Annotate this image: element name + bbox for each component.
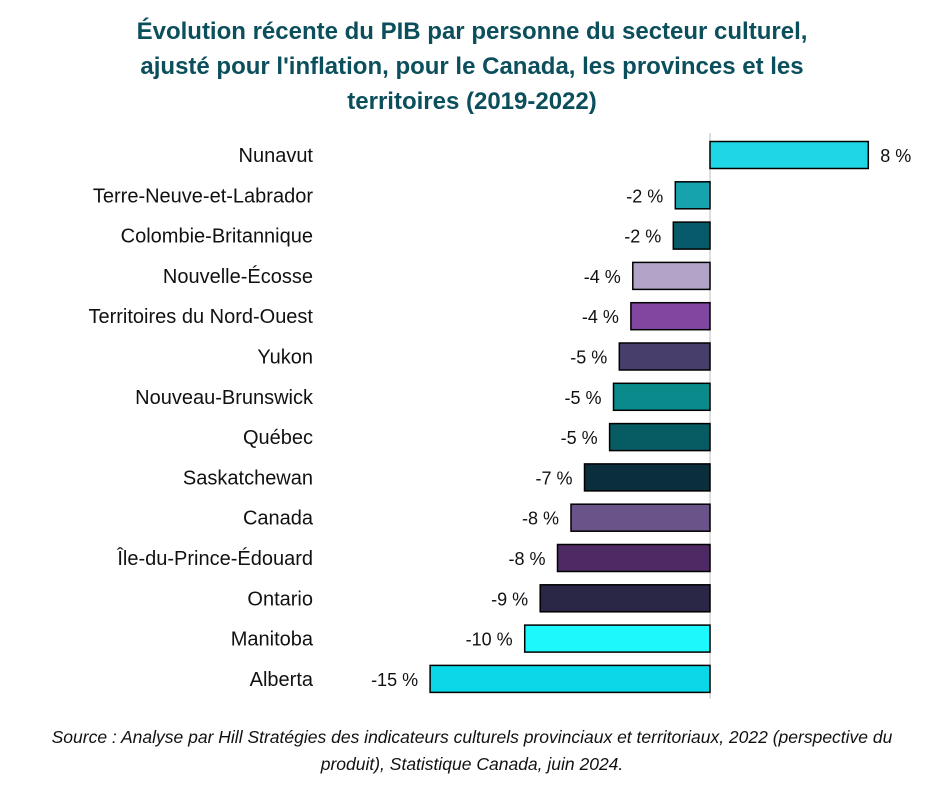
value-label-alberta: -15 % [371, 670, 418, 690]
value-label-saskatchewan: -7 % [535, 468, 572, 488]
bar-nouveau-brunswick [612, 382, 711, 412]
bar-quebec [608, 422, 711, 452]
bar-canada [570, 503, 711, 532]
category-label-quebec: Québec [243, 427, 313, 449]
category-label-alberta: Alberta [250, 669, 314, 691]
value-label-territoires-du-nord-ouest: -4 % [582, 307, 619, 327]
category-label-saskatchewan: Saskatchewan [183, 467, 313, 489]
value-label-nunavut: 8 % [880, 146, 911, 166]
chart-title: Évolution récente du PIB par personne du… [40, 14, 904, 119]
bar-alberta [429, 664, 711, 694]
chart-title-line: ajusté pour l'inflation, pour le Canada,… [140, 53, 804, 80]
category-label-terre-neuve-et-labrador: Terre-Neuve-et-Labrador [93, 185, 313, 207]
value-label-nouveau-brunswick: -5 % [564, 388, 601, 408]
bar-manitoba [523, 624, 711, 653]
value-label-canada: -8 % [522, 509, 559, 529]
bar-ile-du-prince-edouard [556, 543, 711, 573]
source-line: produit), Statistique Canada, juin 2024. [320, 754, 624, 774]
bar-colombie-britannique [672, 221, 711, 250]
value-label-quebec: -5 % [561, 428, 598, 448]
source-line: Source : Analyse par Hill Stratégies des… [51, 727, 893, 747]
value-label-terre-neuve-et-labrador: -2 % [626, 186, 663, 206]
value-label-yukon: -5 % [570, 348, 607, 368]
bar-saskatchewan [583, 463, 711, 492]
category-label-yukon: Yukon [257, 347, 313, 369]
source-note: Source : Analyse par Hill Stratégies des… [20, 724, 924, 778]
value-label-ile-du-prince-edouard: -8 % [508, 549, 545, 569]
value-label-colombie-britannique: -2 % [624, 227, 661, 247]
bar-yukon [618, 342, 711, 371]
value-label-ontario: -9 % [491, 589, 528, 609]
category-label-nouveau-brunswick: Nouveau-Brunswick [135, 387, 314, 409]
category-label-nunavut: Nunavut [239, 145, 314, 167]
category-label-ile-du-prince-edouard: Île-du-Prince-Édouard [116, 547, 313, 570]
category-label-manitoba: Manitoba [231, 629, 314, 651]
category-label-nouvelle-ecosse: Nouvelle-Écosse [163, 265, 313, 288]
bar-nunavut [709, 140, 870, 170]
category-label-canada: Canada [243, 508, 314, 530]
category-label-colombie-britannique: Colombie-Britannique [121, 226, 313, 248]
category-label-territoires-du-nord-ouest: Territoires du Nord-Ouest [88, 306, 313, 328]
bar-territoires-du-nord-ouest [630, 301, 711, 331]
chart-title-line: territoires (2019-2022) [347, 88, 597, 115]
value-label-nouvelle-ecosse: -4 % [584, 267, 621, 287]
bar-terre-neuve-et-labrador [674, 181, 711, 210]
category-label-ontario: Ontario [247, 588, 313, 610]
chart-title-line: Évolution récente du PIB par personne du… [136, 18, 808, 45]
bar-nouvelle-ecosse [632, 261, 711, 291]
bar-ontario [539, 584, 711, 613]
bar-chart: Nunavut 8 % Terre-Neuve-et-Labrador -2 % Col… [88, 133, 911, 699]
value-label-manitoba: -10 % [466, 630, 513, 650]
